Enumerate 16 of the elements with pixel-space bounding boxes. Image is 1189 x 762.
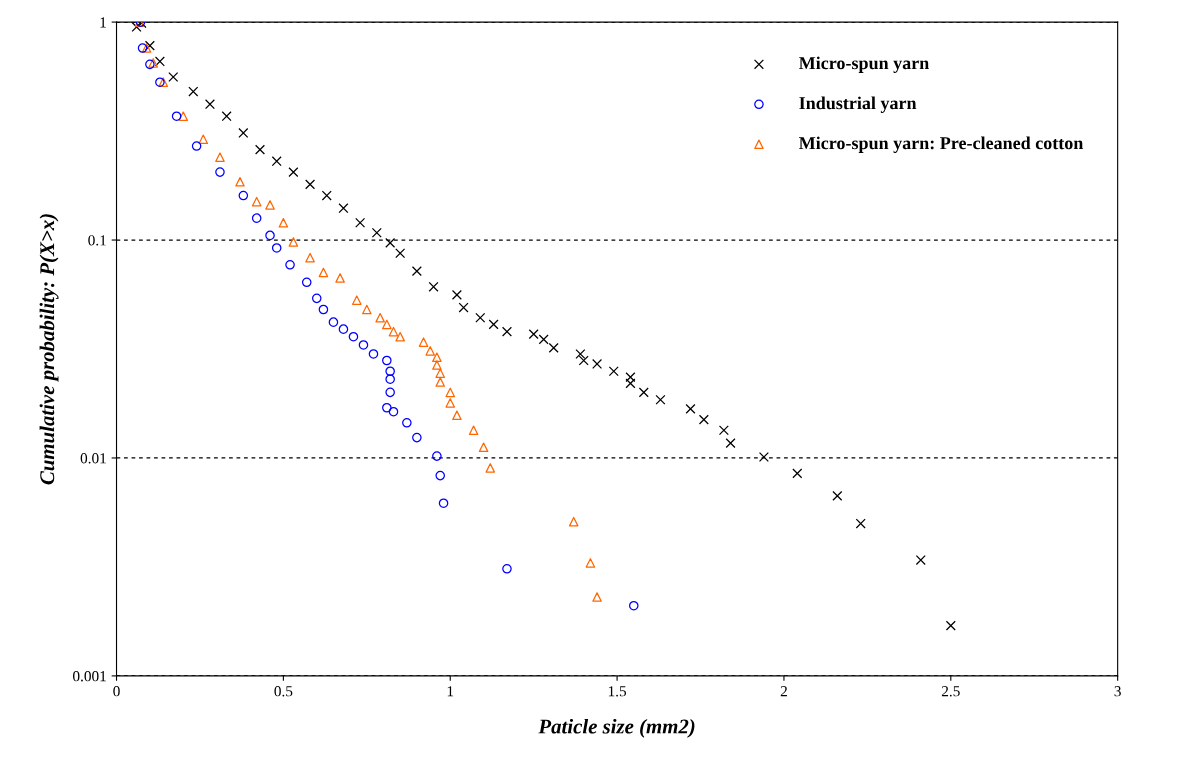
- legend-label: Micro-spun yarn: Pre-cleaned cotton: [798, 136, 1084, 153]
- legend-label: Industrial yarn: [799, 96, 917, 113]
- x-tick-label: 0.5: [274, 686, 293, 697]
- x-tick-label: 0: [113, 686, 120, 697]
- x-tick-label: 1: [447, 686, 454, 697]
- legend-label: Micro-spun yarn: [798, 56, 929, 73]
- y-tick-label: 0.01: [80, 453, 106, 464]
- x-tick-label: 1.5: [608, 686, 627, 697]
- y-tick-label: 0.1: [88, 235, 106, 246]
- x-tick-label: 2.5: [941, 686, 960, 697]
- y-axis-title: Cumulative probability: P(X>x): [39, 214, 59, 485]
- y-tick-label: 0.001: [73, 671, 106, 682]
- x-tick-label: 2: [780, 686, 787, 697]
- x-tick-label: 3: [1114, 686, 1121, 697]
- x-axis-title: Paticle size (mm2): [538, 718, 695, 738]
- y-tick-label: 1: [100, 17, 106, 28]
